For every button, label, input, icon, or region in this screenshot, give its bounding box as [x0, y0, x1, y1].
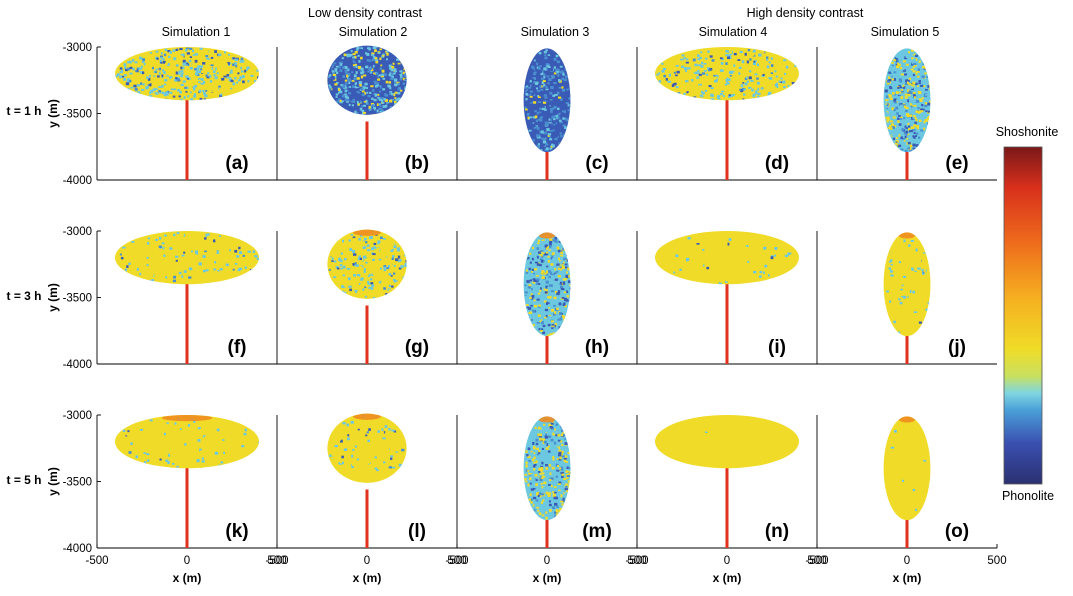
composition-texture — [524, 417, 571, 520]
x-tick-label: 500 — [987, 555, 1006, 567]
panel-h: (h) — [456, 231, 637, 365]
y-tick-label: -3000 — [63, 42, 92, 54]
y-tick-label: -3000 — [63, 410, 92, 422]
composition-texture — [657, 416, 799, 469]
composition-texture — [524, 233, 571, 337]
panel-label: (n) — [765, 521, 789, 542]
panel-grid: -3000 -3500 -4000 y (m) (a) (b) (c) (d) (e) -3000… — [46, 42, 1007, 585]
panel-label: (m) — [582, 521, 612, 542]
x-tick-label: 0 — [544, 555, 550, 567]
column-title-3: Simulation 3 — [521, 25, 590, 39]
column-title-1: Simulation 1 — [162, 25, 231, 39]
panel-label: (k) — [225, 521, 248, 542]
group-label-low-density: Low density contrast — [308, 6, 422, 20]
panel-label: (e) — [945, 153, 968, 174]
panel-label: (g) — [405, 337, 429, 358]
colorbar-gradient — [1003, 146, 1043, 485]
column-title-2: Simulation 2 — [339, 25, 408, 39]
x-axis-label: x (m) — [713, 571, 742, 585]
x-tick-label: 500 — [807, 555, 826, 567]
magma-chamber — [115, 231, 259, 285]
y-tick-label: -4000 — [63, 175, 92, 187]
panel-m: -500 0 500 x (m) (m) — [445, 415, 647, 585]
y-tick-label: -3000 — [63, 226, 92, 238]
x-tick-label: 0 — [904, 555, 910, 567]
composition-texture — [329, 414, 407, 483]
panel-e: (e) — [816, 47, 997, 181]
panel-label: (d) — [765, 153, 789, 174]
x-tick-label: 500 — [627, 555, 646, 567]
panel-c: (c) — [456, 47, 637, 181]
composition-texture — [328, 46, 407, 115]
magma-chamber — [655, 415, 799, 469]
panel-label: (l) — [408, 521, 426, 542]
colorbar-top-label: Shoshonite — [996, 125, 1059, 139]
panel-o: -500 0 500 x (m) (o) — [805, 415, 1007, 585]
composition-texture — [656, 47, 799, 101]
composition-texture — [115, 47, 259, 101]
x-tick-label: -500 — [445, 555, 468, 567]
row-label-t1: t = 1 h — [6, 104, 41, 118]
group-label-high-density: High density contrast — [747, 6, 864, 20]
x-tick-label: -500 — [85, 555, 108, 567]
x-tick-label: 500 — [447, 555, 466, 567]
x-axis-label: x (m) — [173, 571, 202, 585]
x-tick-label: -500 — [265, 555, 288, 567]
magma-chamber — [655, 231, 799, 285]
panel-label: (c) — [585, 153, 608, 174]
y-tick-label: -3500 — [63, 109, 92, 121]
x-tick-label: 0 — [724, 555, 730, 567]
panel-i: (i) — [636, 231, 817, 365]
colorbar: Shoshonite Phonolite — [996, 125, 1059, 503]
x-tick-label: 0 — [184, 555, 190, 567]
panel-label: (b) — [405, 153, 429, 174]
x-axis-label: x (m) — [533, 571, 562, 585]
colorbar-bottom-label: Phonolite — [1002, 489, 1054, 503]
panel-label: (o) — [945, 521, 969, 542]
y-tick-label: -3500 — [63, 293, 92, 305]
x-tick-label: 500 — [267, 555, 286, 567]
panel-label: (f) — [228, 337, 247, 358]
panel-d: (d) — [636, 47, 817, 181]
x-tick-label: 0 — [364, 555, 370, 567]
magma-chamber — [655, 47, 799, 101]
panel-label: (h) — [585, 337, 609, 358]
panel-a: -3000 -3500 -4000 y (m) (a) — [46, 42, 277, 187]
composition-texture — [115, 232, 259, 285]
panel-label: (j) — [948, 337, 966, 358]
x-tick-label: -500 — [805, 555, 828, 567]
composition-texture — [119, 416, 259, 469]
panel-label: (a) — [225, 153, 248, 174]
y-axis-label: y (m) — [46, 467, 60, 496]
column-title-5: Simulation 5 — [871, 25, 940, 39]
row-label-t3: t = 3 h — [6, 289, 41, 303]
panel-n: -500 0 500 x (m) (n) — [625, 415, 827, 585]
magma-chamber — [115, 47, 259, 101]
y-tick-label: -4000 — [63, 543, 92, 555]
x-tick-label: -500 — [625, 555, 648, 567]
y-tick-label: -3500 — [63, 477, 92, 489]
column-title-4: Simulation 4 — [699, 25, 768, 39]
x-axis-label: x (m) — [353, 571, 382, 585]
magma-chamber — [115, 415, 259, 469]
panel-k: -3000 -3500 -4000 y (m) -500 0 500 x (m) (k) — [46, 410, 287, 585]
panel-label: (i) — [768, 337, 786, 358]
y-tick-label: -4000 — [63, 359, 92, 371]
panel-f: -3000 -3500 -4000 y (m) (f) — [46, 226, 277, 371]
panel-j: (j) — [816, 231, 997, 365]
y-axis-label: y (m) — [46, 283, 60, 312]
composition-texture — [524, 49, 571, 153]
x-axis-label: x (m) — [893, 571, 922, 585]
y-axis-label: y (m) — [46, 99, 60, 128]
panel-b: (b) — [276, 45, 457, 181]
row-label-t5: t = 5 h — [6, 473, 41, 487]
composition-texture — [328, 230, 407, 299]
panel-g: (g) — [276, 229, 457, 365]
panel-l: -500 0 500 x (m) (l) — [265, 413, 467, 585]
composition-texture — [885, 233, 931, 337]
